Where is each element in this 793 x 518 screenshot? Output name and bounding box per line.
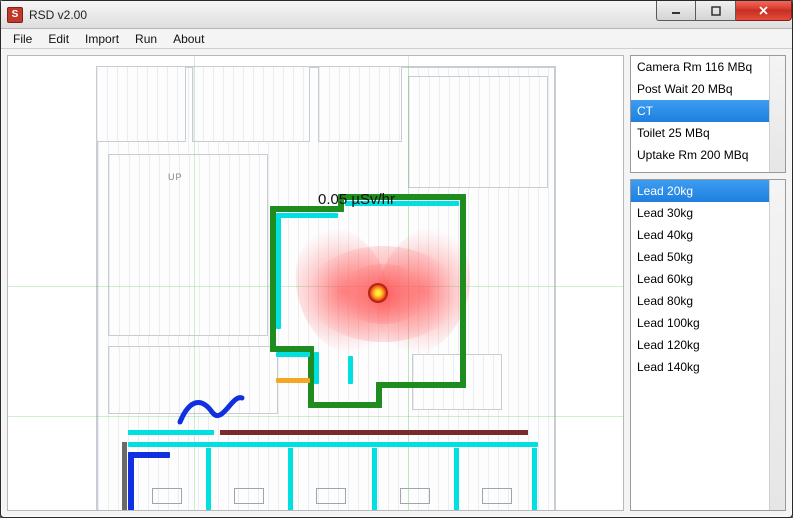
floorplan-hall [108,154,268,336]
shielding-list-item[interactable]: Lead 120kg [631,334,769,356]
shield-wall-green[interactable] [460,194,466,388]
shielding-list-item[interactable]: Lead 140kg [631,356,769,378]
source-list-item[interactable]: Camera Rm 116 MBq [631,56,769,78]
plan-bed [234,488,264,504]
shielding-listbox[interactable]: Lead 20kgLead 30kgLead 40kgLead 50kgLead… [630,179,786,511]
source-list-item[interactable]: Uptake Rm 200 MBq [631,144,769,166]
shielding-list-item[interactable]: Lead 50kg [631,246,769,268]
radiation-source-point[interactable] [370,285,386,301]
annotation-freehand [176,392,246,428]
room-row [128,442,538,511]
shielding-list-item[interactable]: Lead 60kg [631,268,769,290]
shield-wall-orange[interactable] [276,378,310,383]
scrollbar[interactable] [769,180,785,510]
shield-wall-cyan[interactable] [314,352,319,384]
plan-label-up: UP [168,172,183,182]
plan-bed [316,488,346,504]
window-buttons [656,1,792,21]
app-window: S RSD v2.00 File Edit Import Run About [0,0,793,518]
menu-file[interactable]: File [7,31,38,47]
menubar: File Edit Import Run About [1,29,792,49]
shield-wall-cyan[interactable] [276,352,310,357]
plan-bed [482,488,512,504]
shield-wall-cyan[interactable] [128,442,538,447]
window-title: RSD v2.00 [29,8,87,22]
shield-wall-gray[interactable] [122,442,127,511]
shield-wall-cyan[interactable] [276,213,338,218]
shield-wall-cyan[interactable] [128,430,214,435]
scrollbar[interactable] [769,56,785,172]
shielding-list-item[interactable]: Lead 20kg [631,180,769,202]
shield-wall-cyan[interactable] [348,356,353,384]
source-list-item[interactable]: Toilet 25 MBq [631,122,769,144]
shielding-list-item[interactable]: Lead 80kg [631,290,769,312]
titlebar[interactable]: S RSD v2.00 [1,1,792,29]
minimize-button[interactable] [656,1,696,21]
menu-run[interactable]: Run [129,31,163,47]
side-panel: Camera Rm 116 MBqPost Wait 20 MBqCTToile… [630,55,786,511]
shielding-list-item[interactable]: Lead 30kg [631,202,769,224]
app-icon: S [7,7,23,23]
close-button[interactable] [736,1,792,21]
floorplan-room [96,66,186,142]
source-list-item[interactable]: CT [631,100,769,122]
floorplan-room [408,76,548,188]
menu-about[interactable]: About [167,31,210,47]
shield-wall-green[interactable] [376,382,466,388]
maximize-button[interactable] [696,1,736,21]
shield-wall-cyan[interactable] [276,213,281,329]
plan-canvas[interactable]: UP [7,55,624,511]
plan-bed [400,488,430,504]
floorplan-room [318,66,402,142]
source-list-item[interactable]: Post Wait 20 MBq [631,78,769,100]
plan-bed [152,488,182,504]
menu-import[interactable]: Import [79,31,125,47]
dose-rate-label: 0.05 µSv/hr [318,191,395,208]
sources-listbox[interactable]: Camera Rm 116 MBqPost Wait 20 MBqCTToile… [630,55,786,173]
shielding-list-item[interactable]: Lead 40kg [631,224,769,246]
shield-wall-brown[interactable] [220,430,528,435]
floorplan-room [192,66,310,142]
menu-edit[interactable]: Edit [42,31,75,47]
client-area: UP [7,55,786,511]
shielding-list-item[interactable]: Lead 100kg [631,312,769,334]
shield-wall-green[interactable] [308,402,382,408]
